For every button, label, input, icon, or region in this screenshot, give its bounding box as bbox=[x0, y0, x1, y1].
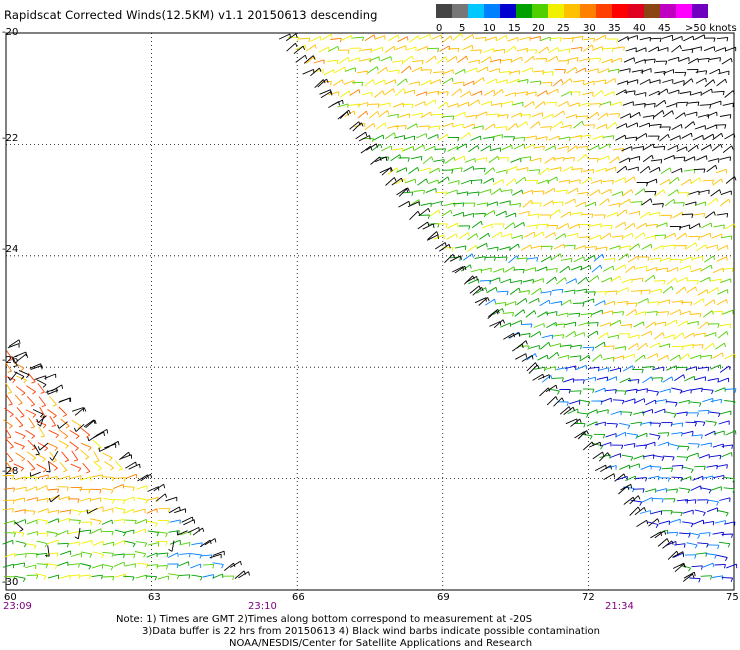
lon-tick-label: 63 bbox=[148, 592, 161, 603]
lat-tick-label: -22 bbox=[2, 133, 19, 144]
legend-swatch bbox=[516, 4, 532, 18]
legend-swatch bbox=[596, 4, 612, 18]
legend-swatch bbox=[436, 4, 452, 18]
legend-tick-label: 5 bbox=[459, 23, 465, 34]
legend-swatch bbox=[484, 4, 500, 18]
lon-tick-label: 60 bbox=[4, 592, 17, 603]
legend-tick-label: 30 bbox=[583, 23, 596, 34]
legend-swatch bbox=[660, 4, 676, 18]
legend-tick-label: 40 bbox=[633, 23, 646, 34]
legend-tick-label: 25 bbox=[557, 23, 570, 34]
legend-tick-label: 0 bbox=[436, 23, 442, 34]
map-grid bbox=[6, 33, 734, 590]
lon-tick-label: 75 bbox=[726, 592, 739, 603]
legend-swatch bbox=[452, 4, 468, 18]
lon-tick-label: 69 bbox=[437, 592, 450, 603]
lat-tick-label: -24 bbox=[2, 244, 19, 255]
legend-swatch bbox=[468, 4, 484, 18]
chart-title: Rapidscat Corrected Winds(12.5KM) v1.1 2… bbox=[4, 8, 378, 22]
legend-tick-label: 15 bbox=[508, 23, 521, 34]
legend-swatch bbox=[628, 4, 644, 18]
lon-tick-label: 72 bbox=[582, 592, 595, 603]
wind-barbs bbox=[2, 33, 738, 583]
lat-tick-label: -30 bbox=[2, 577, 19, 588]
legend-swatch bbox=[692, 4, 708, 18]
legend-tick-label: 10 bbox=[483, 23, 496, 34]
legend-tick-label: 45 bbox=[658, 23, 671, 34]
lat-tick-label: -20 bbox=[2, 27, 19, 38]
time-label: 23:10 bbox=[248, 601, 277, 612]
lon-tick-label: 66 bbox=[292, 592, 305, 603]
legend-tick-label: 20 bbox=[532, 23, 545, 34]
lat-tick-label: -28 bbox=[2, 466, 19, 477]
legend-swatch bbox=[580, 4, 596, 18]
footer-line-1: Note: 1) Times are GMT 2)Times along bot… bbox=[116, 614, 533, 625]
wind-speed-legend: 0 5 10 15 20 25 30 35 40 45 >50 knots bbox=[436, 4, 737, 34]
legend-tick-label: 35 bbox=[608, 23, 621, 34]
footer-line-2: 3)Data buffer is 22 hrs from 20150613 4)… bbox=[142, 626, 600, 637]
legend-swatch bbox=[564, 4, 580, 18]
footer-line-3: NOAA/NESDIS/Center for Satellite Applica… bbox=[229, 638, 533, 649]
legend-swatch bbox=[548, 4, 564, 18]
legend-swatch bbox=[500, 4, 516, 18]
legend-swatch bbox=[676, 4, 692, 18]
time-label: 21:34 bbox=[605, 601, 634, 612]
legend-swatch bbox=[532, 4, 548, 18]
lat-tick-label: -26 bbox=[2, 355, 19, 366]
time-label: 23:09 bbox=[3, 601, 32, 612]
legend-swatch bbox=[612, 4, 628, 18]
legend-swatch bbox=[644, 4, 660, 18]
legend-tick-label: >50 knots bbox=[685, 23, 737, 34]
